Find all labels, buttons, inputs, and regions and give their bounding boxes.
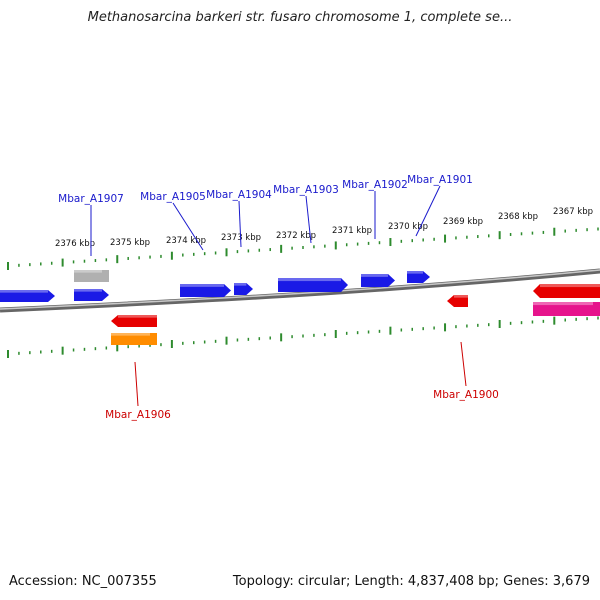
gene-reverse-partial-shine: [540, 284, 600, 288]
gene-Mbar_A1900-body: [447, 295, 468, 307]
kbp-tick-label: 2374 kbp: [166, 236, 206, 246]
gene-reverse-partial-body: [533, 284, 600, 298]
kbp-tick-label: 2375 kbp: [110, 238, 150, 248]
gene-label-Mbar_A1906: Mbar_A1906: [105, 409, 171, 421]
kbp-tick-label: 2372 kbp: [276, 231, 316, 241]
feature-orange-shine: [111, 333, 150, 336]
gene-forward-partial-shine: [0, 290, 48, 293]
genome-summary-text: Topology: circular; Length: 4,837,408 bp…: [232, 574, 590, 589]
gene-label-Mbar_A1901: Mbar_A1901: [407, 174, 473, 186]
gene-Mbar_A1905: [180, 284, 231, 297]
kbp-tick-label: 2367 kbp: [553, 207, 593, 217]
gene-label-Mbar_A1903: Mbar_A1903: [273, 184, 339, 196]
gene-forward-partial-body: [0, 290, 55, 302]
gene-forward-partial: [0, 290, 55, 302]
gene-label-Mbar_A1904: Mbar_A1904: [206, 189, 272, 201]
gene-Mbar_A1901: [407, 271, 430, 283]
outer-tick-track: [7, 227, 599, 270]
gene-label-Mbar_A1907: Mbar_A1907: [58, 193, 124, 205]
leader-Mbar_A1906: [134, 361, 139, 407]
gene-Mbar_A1903-shine: [278, 278, 341, 282]
gene-Mbar_A1906: [111, 315, 157, 327]
gene-Mbar_A1903-body: [278, 278, 348, 292]
gene-Mbar_A1904-body: [234, 283, 253, 295]
kbp-tick-label: 2369 kbp: [443, 217, 483, 227]
gene-label-Mbar_A1905: Mbar_A1905: [140, 191, 206, 203]
feature-orange: [111, 333, 157, 345]
gene-Mbar_A1907: [74, 289, 109, 301]
gene-Mbar_A1904: [234, 283, 253, 295]
gene-reverse-partial: [533, 284, 600, 298]
feature-pink-body: [533, 302, 600, 316]
gene-features: [0, 270, 600, 345]
gene-Mbar_A1903: [278, 278, 348, 292]
leader-Mbar_A1903: [305, 195, 312, 244]
gene-Mbar_A1906-shine: [118, 315, 157, 318]
kbp-scale: 2376 kbp 2375 kbp 2374 kbp 2373 kbp 2372 kbp…: [55, 207, 593, 249]
kbp-tick-label: 2371 kbp: [332, 226, 372, 236]
kbp-tick-label: 2370 kbp: [388, 222, 428, 232]
gene-Mbar_A1906-body: [111, 315, 157, 327]
accession-text: Accession: NC_007355: [9, 574, 157, 589]
gene-Mbar_A1907-shine: [74, 289, 102, 292]
leader-Mbar_A1904: [238, 200, 242, 248]
feature-gray: [74, 270, 109, 282]
feature-gray-body: [74, 270, 109, 282]
gene-Mbar_A1907-body: [74, 289, 109, 301]
gene-Mbar_A1905-shine: [180, 284, 224, 287]
label-leader-lines: [90, 185, 467, 407]
leader-Mbar_A1901: [415, 185, 441, 237]
gene-Mbar_A1902-shine: [361, 274, 388, 277]
gene-Mbar_A1905-body: [180, 284, 231, 297]
gene-Mbar_A1900: [447, 295, 468, 307]
chromosome-backbone-highlight: [0, 269, 600, 310]
kbp-tick-label: 2368 kbp: [498, 212, 538, 222]
feature-pink-shine: [533, 302, 593, 306]
kbp-tick-label: 2376 kbp: [55, 239, 95, 249]
gene-Mbar_A1900-shine: [454, 295, 468, 298]
chromosome-backbone: [0, 268, 600, 313]
gene-label-Mbar_A1900: Mbar_A1900: [433, 389, 499, 401]
leader-Mbar_A1905: [172, 202, 204, 251]
inner-tick-track: [7, 316, 599, 358]
chromosome-title: Methanosarcina barkeri str. fusaro chrom…: [87, 10, 513, 25]
gene-Mbar_A1901-shine: [407, 271, 423, 274]
gene-Mbar_A1902: [361, 274, 395, 287]
feature-pink: [533, 302, 600, 316]
leader-Mbar_A1900: [460, 341, 467, 387]
feature-gray-shine: [74, 270, 102, 273]
gene-Mbar_A1902-body: [361, 274, 395, 287]
gene-Mbar_A1904-shine: [234, 283, 247, 286]
gene-label-Mbar_A1902: Mbar_A1902: [342, 179, 408, 191]
gene-Mbar_A1901-body: [407, 271, 430, 283]
gene-labels: Mbar_A1907 Mbar_A1905 Mbar_A1904 Mbar_A1903…: [58, 174, 499, 421]
feature-orange-body: [111, 333, 157, 345]
